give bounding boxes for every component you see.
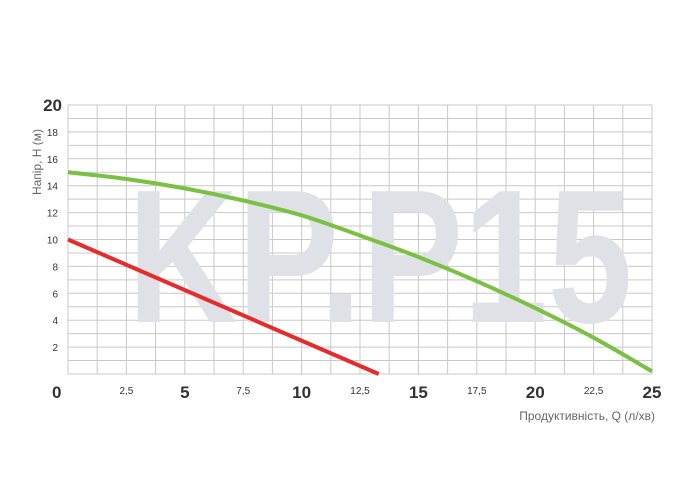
y-tick-label: 6	[52, 289, 58, 300]
y-axis-title: Напір, H (м)	[30, 129, 44, 195]
x-tick-label: 17,5	[467, 386, 487, 397]
x-tick-label: 15	[409, 383, 428, 402]
x-tick-label: 2,5	[119, 386, 133, 397]
y-tick-label: 8	[52, 262, 58, 273]
x-tick-label: 7,5	[236, 386, 250, 397]
y-tick-label: 14	[47, 182, 59, 193]
y-tick-label: 2	[52, 343, 58, 354]
x-tick-label: 22,5	[584, 386, 604, 397]
y-tick-label: 18	[47, 128, 59, 139]
tick-labels: 0 2,5 5 7,5 10 12,5 15 17,5 20 22,5 25 2 4 6 8 10 12 14 16…	[43, 96, 661, 402]
model-watermark: KP.P15	[128, 151, 633, 363]
series-line-1	[67, 170, 653, 374]
x-tick-label: 5	[180, 383, 189, 402]
y-tick-label: 20	[43, 96, 62, 115]
x-axis-title: Продуктивність, Q (л/хв)	[519, 409, 655, 423]
series-line-2	[67, 237, 380, 376]
series-group	[67, 170, 653, 376]
y-tick-label: 4	[52, 316, 58, 327]
x-tick-label: 25	[643, 383, 662, 402]
y-tick-label: 16	[47, 155, 59, 166]
y-tick-label: 10	[47, 236, 59, 247]
x-tick-label: 10	[292, 383, 311, 402]
x-tick-label: 0	[52, 383, 61, 402]
x-tick-label: 12,5	[350, 386, 370, 397]
grid	[67, 104, 653, 375]
y-tick-label: 12	[47, 209, 59, 220]
x-tick-label: 20	[526, 383, 545, 402]
